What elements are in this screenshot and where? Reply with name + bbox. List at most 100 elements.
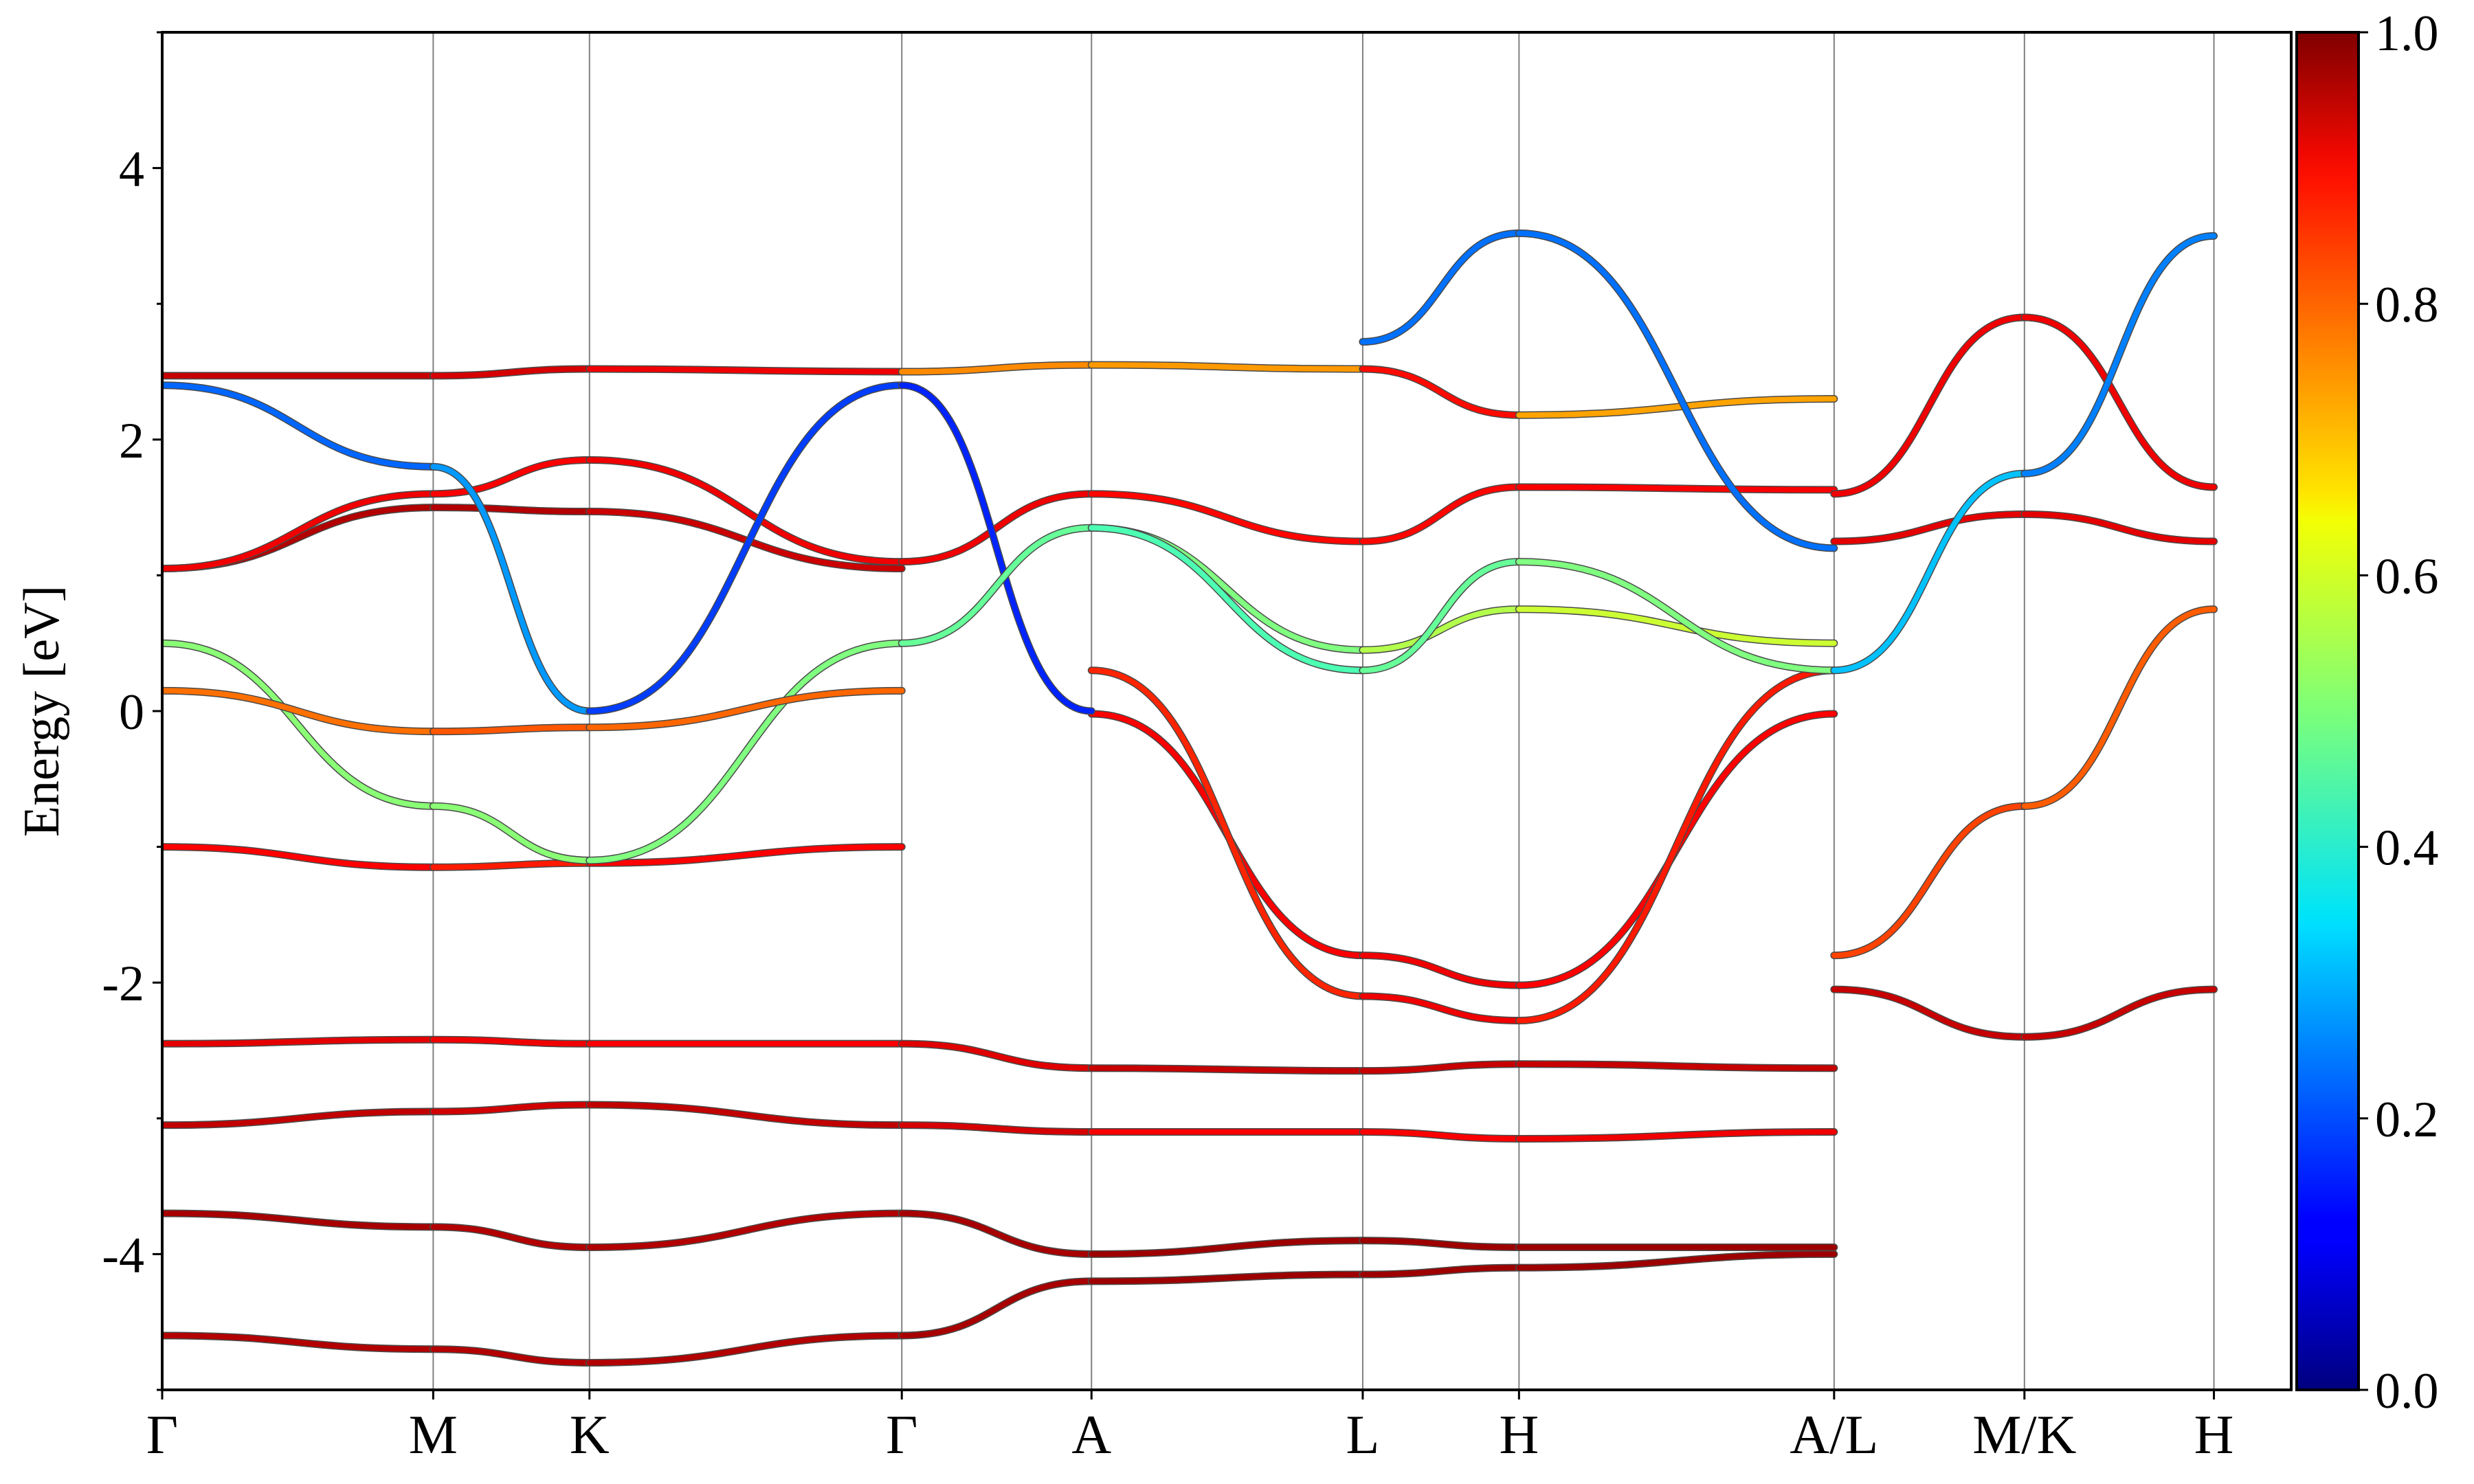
y-tick-label: -2 [102, 956, 144, 1012]
band-segment [2021, 606, 2217, 809]
band-segment [586, 1332, 905, 1366]
band-segment [1089, 491, 1366, 544]
band-segment [586, 366, 905, 374]
band-lines [162, 229, 2218, 1367]
band-segment [1359, 559, 1522, 673]
y-axis: -4 -2 0 2 4 [102, 31, 162, 1391]
band-segment [1359, 230, 1522, 345]
band-segment [586, 688, 905, 730]
band-segment [1089, 1272, 1366, 1284]
band-segment [586, 640, 905, 864]
band-segment [430, 1037, 592, 1047]
band-segment [1089, 1237, 1366, 1257]
band-segment [1089, 362, 1366, 372]
band [1830, 605, 2218, 960]
band-segment [1516, 1061, 1837, 1071]
band [1830, 510, 2218, 546]
y-tick-label: 4 [119, 142, 144, 198]
y-axis-label: Energy [eV] [14, 585, 70, 837]
band-segment [1359, 484, 1522, 544]
band-segment [430, 1346, 592, 1366]
band-segment [899, 491, 1095, 565]
colorbar-tick-label: 0.4 [2375, 820, 2439, 877]
band-segment [2021, 233, 2217, 477]
band-segment [899, 382, 1095, 714]
band-segment [1831, 803, 2027, 958]
band-segment [899, 362, 1095, 374]
colorbar-tick-label: 0.8 [2375, 277, 2439, 333]
band-segment [430, 724, 592, 734]
band [1359, 229, 1838, 552]
band-segment [430, 1224, 592, 1250]
band-segment [586, 1102, 905, 1128]
band-segment [162, 1037, 436, 1047]
band-segment [162, 382, 436, 470]
band-segment [430, 504, 592, 515]
band-segment [1359, 1237, 1522, 1250]
band-segment [586, 457, 905, 565]
band-segment [1359, 1061, 1522, 1074]
band [1830, 985, 2218, 1041]
band-segment [430, 860, 592, 870]
band [162, 1250, 1838, 1367]
band-segment [1831, 511, 2027, 544]
band-segment [1359, 993, 1522, 1024]
band-segment [2021, 987, 2217, 1040]
band-segment [899, 1122, 1095, 1135]
band-segment [1359, 1129, 1522, 1142]
band-segment [162, 844, 436, 870]
band-segment [1359, 952, 1522, 989]
band [162, 1209, 1838, 1258]
band-segment [1516, 396, 1837, 418]
band-segment [586, 1211, 905, 1250]
band [162, 686, 906, 736]
band [162, 843, 906, 871]
band [1830, 313, 2218, 498]
x-tick-label: L [1346, 1405, 1380, 1465]
band-segment [1089, 1065, 1366, 1074]
colorbar-tick-label: 0.2 [2375, 1092, 2439, 1148]
band-segment [899, 1041, 1095, 1071]
y-tick-label: 0 [119, 684, 144, 741]
band-segment [2021, 511, 2217, 544]
band-segment [1359, 1265, 1522, 1278]
band-segment [1516, 1251, 1837, 1271]
band-segment [899, 1278, 1095, 1338]
band-segment [586, 844, 905, 866]
band-segment [899, 525, 1095, 647]
band [162, 524, 1838, 864]
band-segment [1359, 606, 1522, 653]
x-tick-label: A/L [1790, 1405, 1878, 1465]
colorbar-tick-label: 0.6 [2375, 548, 2439, 605]
band-segment [162, 491, 436, 572]
band [1087, 524, 1838, 654]
band [162, 1035, 1838, 1075]
band-segment [162, 1332, 436, 1352]
colorbar-ticks: 0.0 0.2 0.4 0.6 0.8 1.0 [2359, 5, 2439, 1419]
band-segment [162, 1108, 436, 1128]
x-tick-label: H [1499, 1405, 1539, 1465]
band-segment [1516, 484, 1837, 493]
x-tick-label: H [2194, 1405, 2234, 1465]
colorbar-tick-label: 0.0 [2375, 1363, 2439, 1419]
band-segment [162, 1211, 436, 1230]
band-segment [1359, 366, 1522, 418]
band-segment [1516, 1129, 1837, 1142]
x-tick-label: K [570, 1405, 610, 1465]
band [162, 1101, 1838, 1143]
x-tick-label: Γ [146, 1405, 178, 1465]
band-segment [430, 1102, 592, 1114]
band [162, 381, 1095, 715]
band-segment [1516, 606, 1837, 647]
band-segment [430, 457, 592, 497]
band-segment [162, 504, 436, 572]
band-segment [162, 640, 436, 809]
band-segment [1831, 471, 2027, 673]
band [1830, 232, 2218, 675]
band-segment [430, 366, 592, 379]
x-tick-label: M/K [1972, 1405, 2076, 1465]
band-segment [430, 803, 592, 864]
band-segment [586, 382, 905, 714]
